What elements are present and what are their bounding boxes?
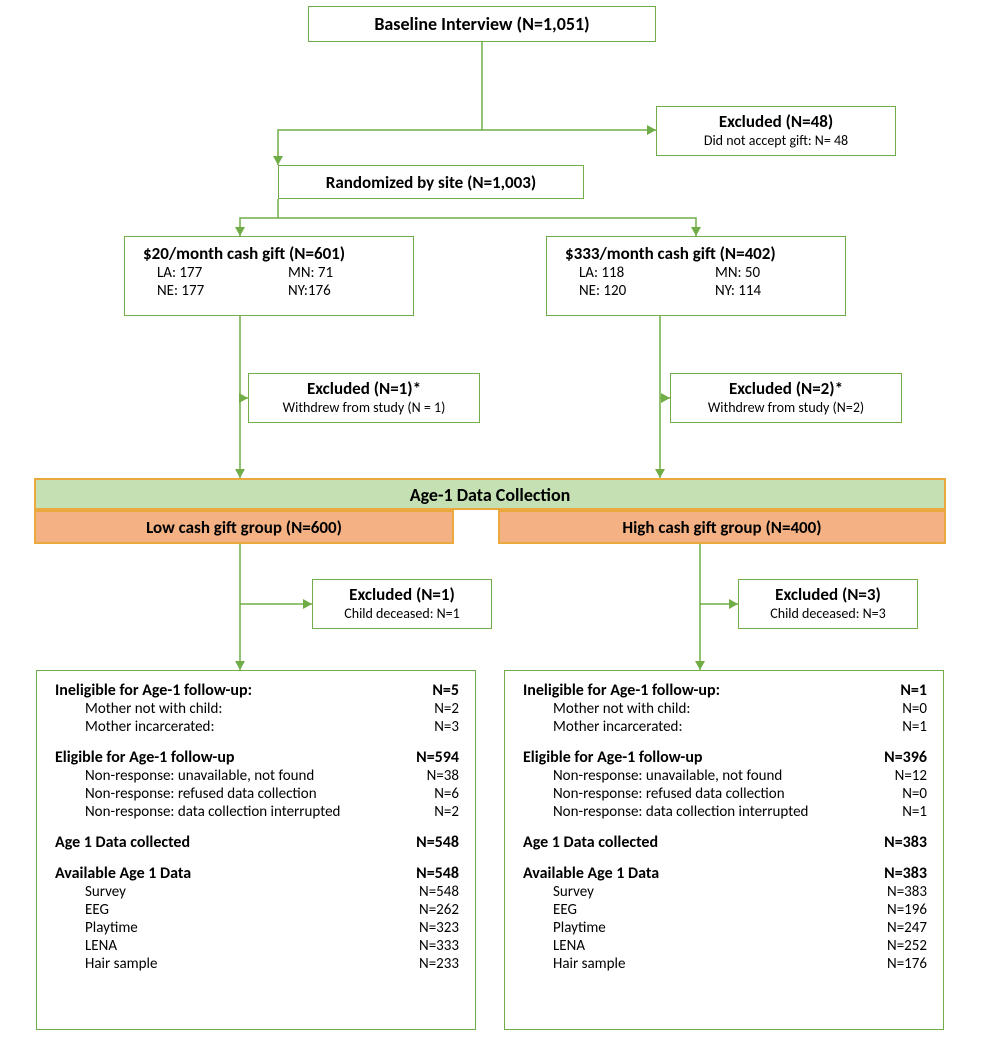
age1-banner: Age-1 Data Collection — [34, 478, 946, 510]
baseline-down — [278, 42, 482, 165]
group-high-down — [700, 544, 738, 670]
arm-low-mn: MN: 71 — [288, 264, 395, 282]
arm-high-la: LA: 118 — [579, 264, 691, 282]
detail-subrow: Non-response: unavailable, not foundN=38 — [55, 767, 459, 785]
detail-subrow: Non-response: unavailable, not foundN=12 — [523, 767, 927, 785]
arm-high-ny: NY: 114 — [715, 282, 827, 300]
detail-subrow: Non-response: refused data collectionN=0 — [523, 785, 927, 803]
excluded-baseline-sub: Did not accept gift: N= 48 — [667, 132, 885, 149]
group-low-banner: Low cash gift group (N=600) — [34, 510, 454, 544]
detail-subrow: EEGN=196 — [523, 901, 927, 919]
detail-subrow: Non-response: refused data collectionN=6 — [55, 785, 459, 803]
baseline-box: Baseline Interview (N=1,051) — [308, 6, 656, 42]
excluded-high-1-box: Excluded (N=2)* Withdrew from study (N=2… — [670, 373, 902, 423]
detail-subrow: Non-response: data collection interrupte… — [523, 803, 927, 821]
detail-subrow: Hair sampleN=176 — [523, 955, 927, 973]
detail-row: Age 1 Data collectedN=548 — [55, 833, 459, 852]
randomized-title: Randomized by site (N=1,003) — [279, 166, 583, 193]
group-high-label: High cash gift group (N=400) — [622, 517, 821, 538]
detail-subrow: Mother incarcerated:N=3 — [55, 718, 459, 736]
detail-subrow: LENAN=252 — [523, 937, 927, 955]
randomized-to-arms — [240, 199, 696, 236]
age1-banner-title: Age-1 Data Collection — [410, 484, 571, 506]
excluded-high-2-title: Excluded (N=3) — [749, 584, 907, 605]
excluded-low-1-sub: Withdrew from study (N = 1) — [259, 399, 469, 416]
randomized-box: Randomized by site (N=1,003) — [278, 165, 584, 199]
arm-low-sites: LA: 177 MN: 71 NE: 177 NY:176 — [125, 264, 413, 306]
arm-high-title: $333/month cash gift (N=402) — [547, 237, 845, 264]
excluded-baseline-box: Excluded (N=48) Did not accept gift: N= … — [656, 106, 896, 156]
detail-subrow: Mother not with child:N=2 — [55, 700, 459, 718]
detail-row: Ineligible for Age-1 follow-up:N=1 — [523, 681, 927, 700]
detail-high-box: Ineligible for Age-1 follow-up:N=1Mother… — [504, 670, 944, 1030]
excluded-low-2-sub: Child deceased: N=1 — [323, 605, 481, 622]
arm-low-box: $20/month cash gift (N=601) LA: 177 MN: … — [124, 236, 414, 316]
detail-subrow: LENAN=333 — [55, 937, 459, 955]
detail-subrow: Non-response: data collection interrupte… — [55, 803, 459, 821]
detail-subrow: PlaytimeN=247 — [523, 919, 927, 937]
detail-low-box: Ineligible for Age-1 follow-up:N=5Mother… — [36, 670, 476, 1030]
arm-low-title: $20/month cash gift (N=601) — [125, 237, 413, 264]
detail-subrow: EEGN=262 — [55, 901, 459, 919]
excluded-high-2-sub: Child deceased: N=3 — [749, 605, 907, 622]
excluded-baseline-title: Excluded (N=48) — [667, 111, 885, 132]
detail-row: Available Age 1 DataN=383 — [523, 864, 927, 883]
arm-low-ne: NE: 177 — [157, 282, 264, 300]
excluded-high-2-box: Excluded (N=3) Child deceased: N=3 — [738, 579, 918, 629]
detail-subrow: SurveyN=383 — [523, 883, 927, 901]
detail-row: Ineligible for Age-1 follow-up:N=5 — [55, 681, 459, 700]
arm-low-ny: NY:176 — [288, 282, 395, 300]
detail-subrow: SurveyN=548 — [55, 883, 459, 901]
baseline-title: Baseline Interview (N=1,051) — [309, 7, 655, 35]
detail-row: Available Age 1 DataN=548 — [55, 864, 459, 883]
excluded-low-2-box: Excluded (N=1) Child deceased: N=1 — [312, 579, 492, 629]
detail-subrow: PlaytimeN=323 — [55, 919, 459, 937]
arm-high-ne: NE: 120 — [579, 282, 691, 300]
detail-subrow: Mother incarcerated:N=1 — [523, 718, 927, 736]
arm-high-sites: LA: 118 MN: 50 NE: 120 NY: 114 — [547, 264, 845, 306]
excluded-high-1-sub: Withdrew from study (N=2) — [681, 399, 891, 416]
detail-row: Eligible for Age-1 follow-upN=594 — [55, 748, 459, 767]
arm-high-down — [660, 316, 670, 478]
group-low-label: Low cash gift group (N=600) — [146, 517, 342, 538]
group-high-banner: High cash gift group (N=400) — [498, 510, 946, 544]
arm-low-down — [240, 316, 248, 478]
detail-subrow: Mother not with child:N=0 — [523, 700, 927, 718]
arm-high-mn: MN: 50 — [715, 264, 827, 282]
arm-low-la: LA: 177 — [157, 264, 264, 282]
group-low-down — [240, 544, 312, 670]
detail-subrow: Hair sampleN=233 — [55, 955, 459, 973]
excluded-low-2-title: Excluded (N=1) — [323, 584, 481, 605]
excluded-low-1-box: Excluded (N=1)* Withdrew from study (N =… — [248, 373, 480, 423]
detail-row: Age 1 Data collectedN=383 — [523, 833, 927, 852]
flowchart-canvas: Baseline Interview (N=1,051) Excluded (N… — [0, 0, 981, 1050]
excluded-low-1-title: Excluded (N=1)* — [259, 378, 469, 399]
excluded-high-1-title: Excluded (N=2)* — [681, 378, 891, 399]
detail-row: Eligible for Age-1 follow-upN=396 — [523, 748, 927, 767]
arm-high-box: $333/month cash gift (N=402) LA: 118 MN:… — [546, 236, 846, 316]
